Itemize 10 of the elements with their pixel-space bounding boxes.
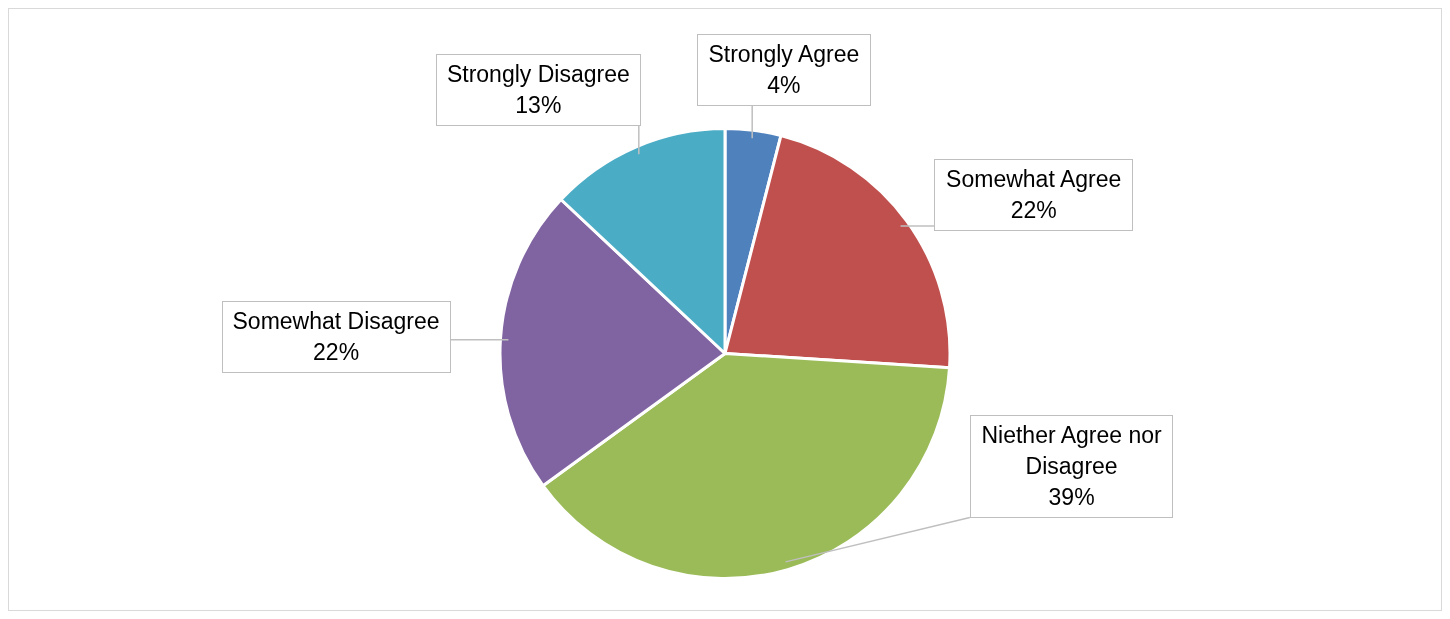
data-label: 13% — [514, 90, 563, 120]
slice-label: Somewhat Disagree — [231, 306, 441, 336]
slice-label: Somewhat Agree — [945, 164, 1123, 194]
slice-label: Strongly Agree — [707, 39, 861, 69]
data-label: 39% — [1047, 482, 1096, 512]
data-label: 4% — [766, 70, 802, 100]
data-label: 22% — [312, 337, 361, 367]
data-label: 22% — [1009, 195, 1058, 225]
slice-label: Niether Agree nor Disagree — [980, 420, 1163, 481]
slice-label: Strongly Disagree — [445, 59, 631, 89]
